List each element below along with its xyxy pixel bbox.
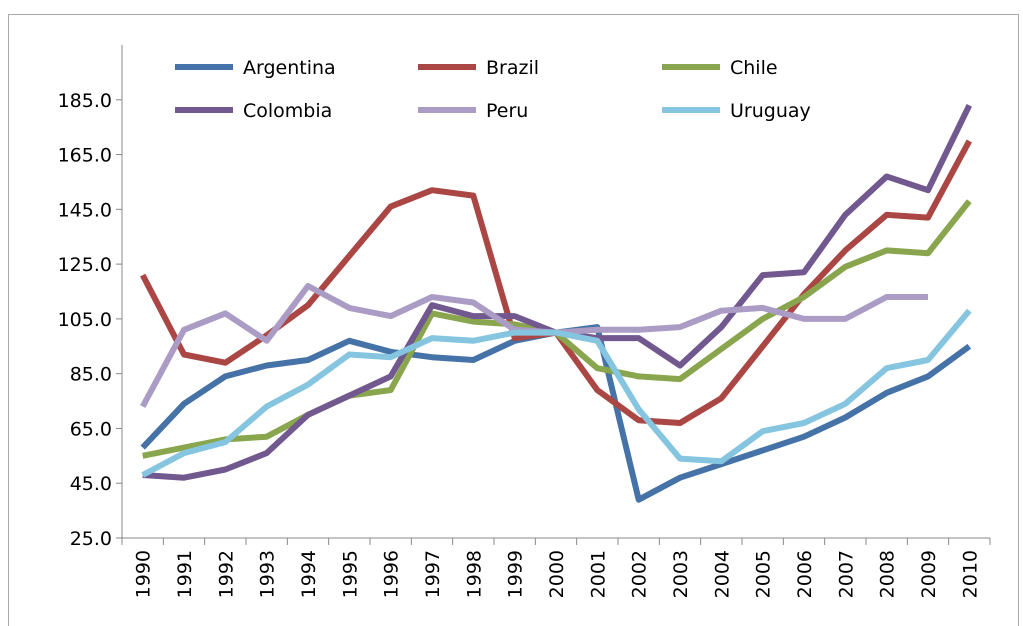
x-tick-label: 2001 [587, 550, 609, 598]
y-tick-label: 185.0 [58, 90, 112, 112]
chart-border [8, 14, 1019, 626]
legend-label: Brazil [486, 57, 539, 79]
x-tick-label: 1997 [422, 550, 444, 598]
legend-label: Uruguay [730, 100, 811, 122]
y-tick-label: 85.0 [70, 364, 112, 386]
series-line [140, 139, 972, 426]
x-tick-label: 2004 [711, 550, 733, 598]
x-tick-label: 1999 [505, 550, 527, 598]
x-tick-label: 2003 [670, 550, 692, 598]
x-tick-label: 2010 [959, 550, 981, 598]
series-line [140, 283, 928, 408]
y-tick-label: 45.0 [70, 473, 112, 495]
x-tick-label: 2002 [629, 550, 651, 598]
x-tick-label: 1990 [133, 550, 155, 598]
x-tick-label: 1995 [339, 550, 361, 598]
series-line [140, 324, 972, 503]
legend-label: Chile [730, 57, 778, 79]
legend-label: Peru [486, 100, 528, 122]
x-tick-label: 2006 [794, 550, 816, 598]
x-tick-label: 2009 [918, 550, 940, 598]
series-line [141, 308, 972, 478]
y-tick-label: 65.0 [70, 418, 112, 440]
y-tick-label: 165.0 [58, 145, 112, 167]
x-tick-label: 2000 [546, 550, 568, 598]
legend-label: Colombia [243, 100, 332, 122]
y-tick-label: 105.0 [58, 309, 112, 331]
y-tick-label: 145.0 [58, 199, 112, 221]
y-tick-label: 25.0 [70, 528, 112, 550]
x-tick-label: 1992 [215, 550, 237, 598]
x-tick-label: 2007 [835, 550, 857, 598]
x-tick-label: 1994 [298, 550, 320, 598]
x-tick-label: 2005 [753, 550, 775, 598]
series-line [142, 103, 972, 481]
x-tick-label: 1996 [381, 550, 403, 598]
legend-label: Argentina [243, 57, 336, 79]
y-tick-label: 125.0 [58, 254, 112, 276]
x-tick-label: 2008 [877, 550, 899, 598]
x-tick-label: 1991 [174, 550, 196, 598]
x-tick-label: 1993 [257, 550, 279, 598]
x-tick-label: 1998 [463, 550, 485, 598]
